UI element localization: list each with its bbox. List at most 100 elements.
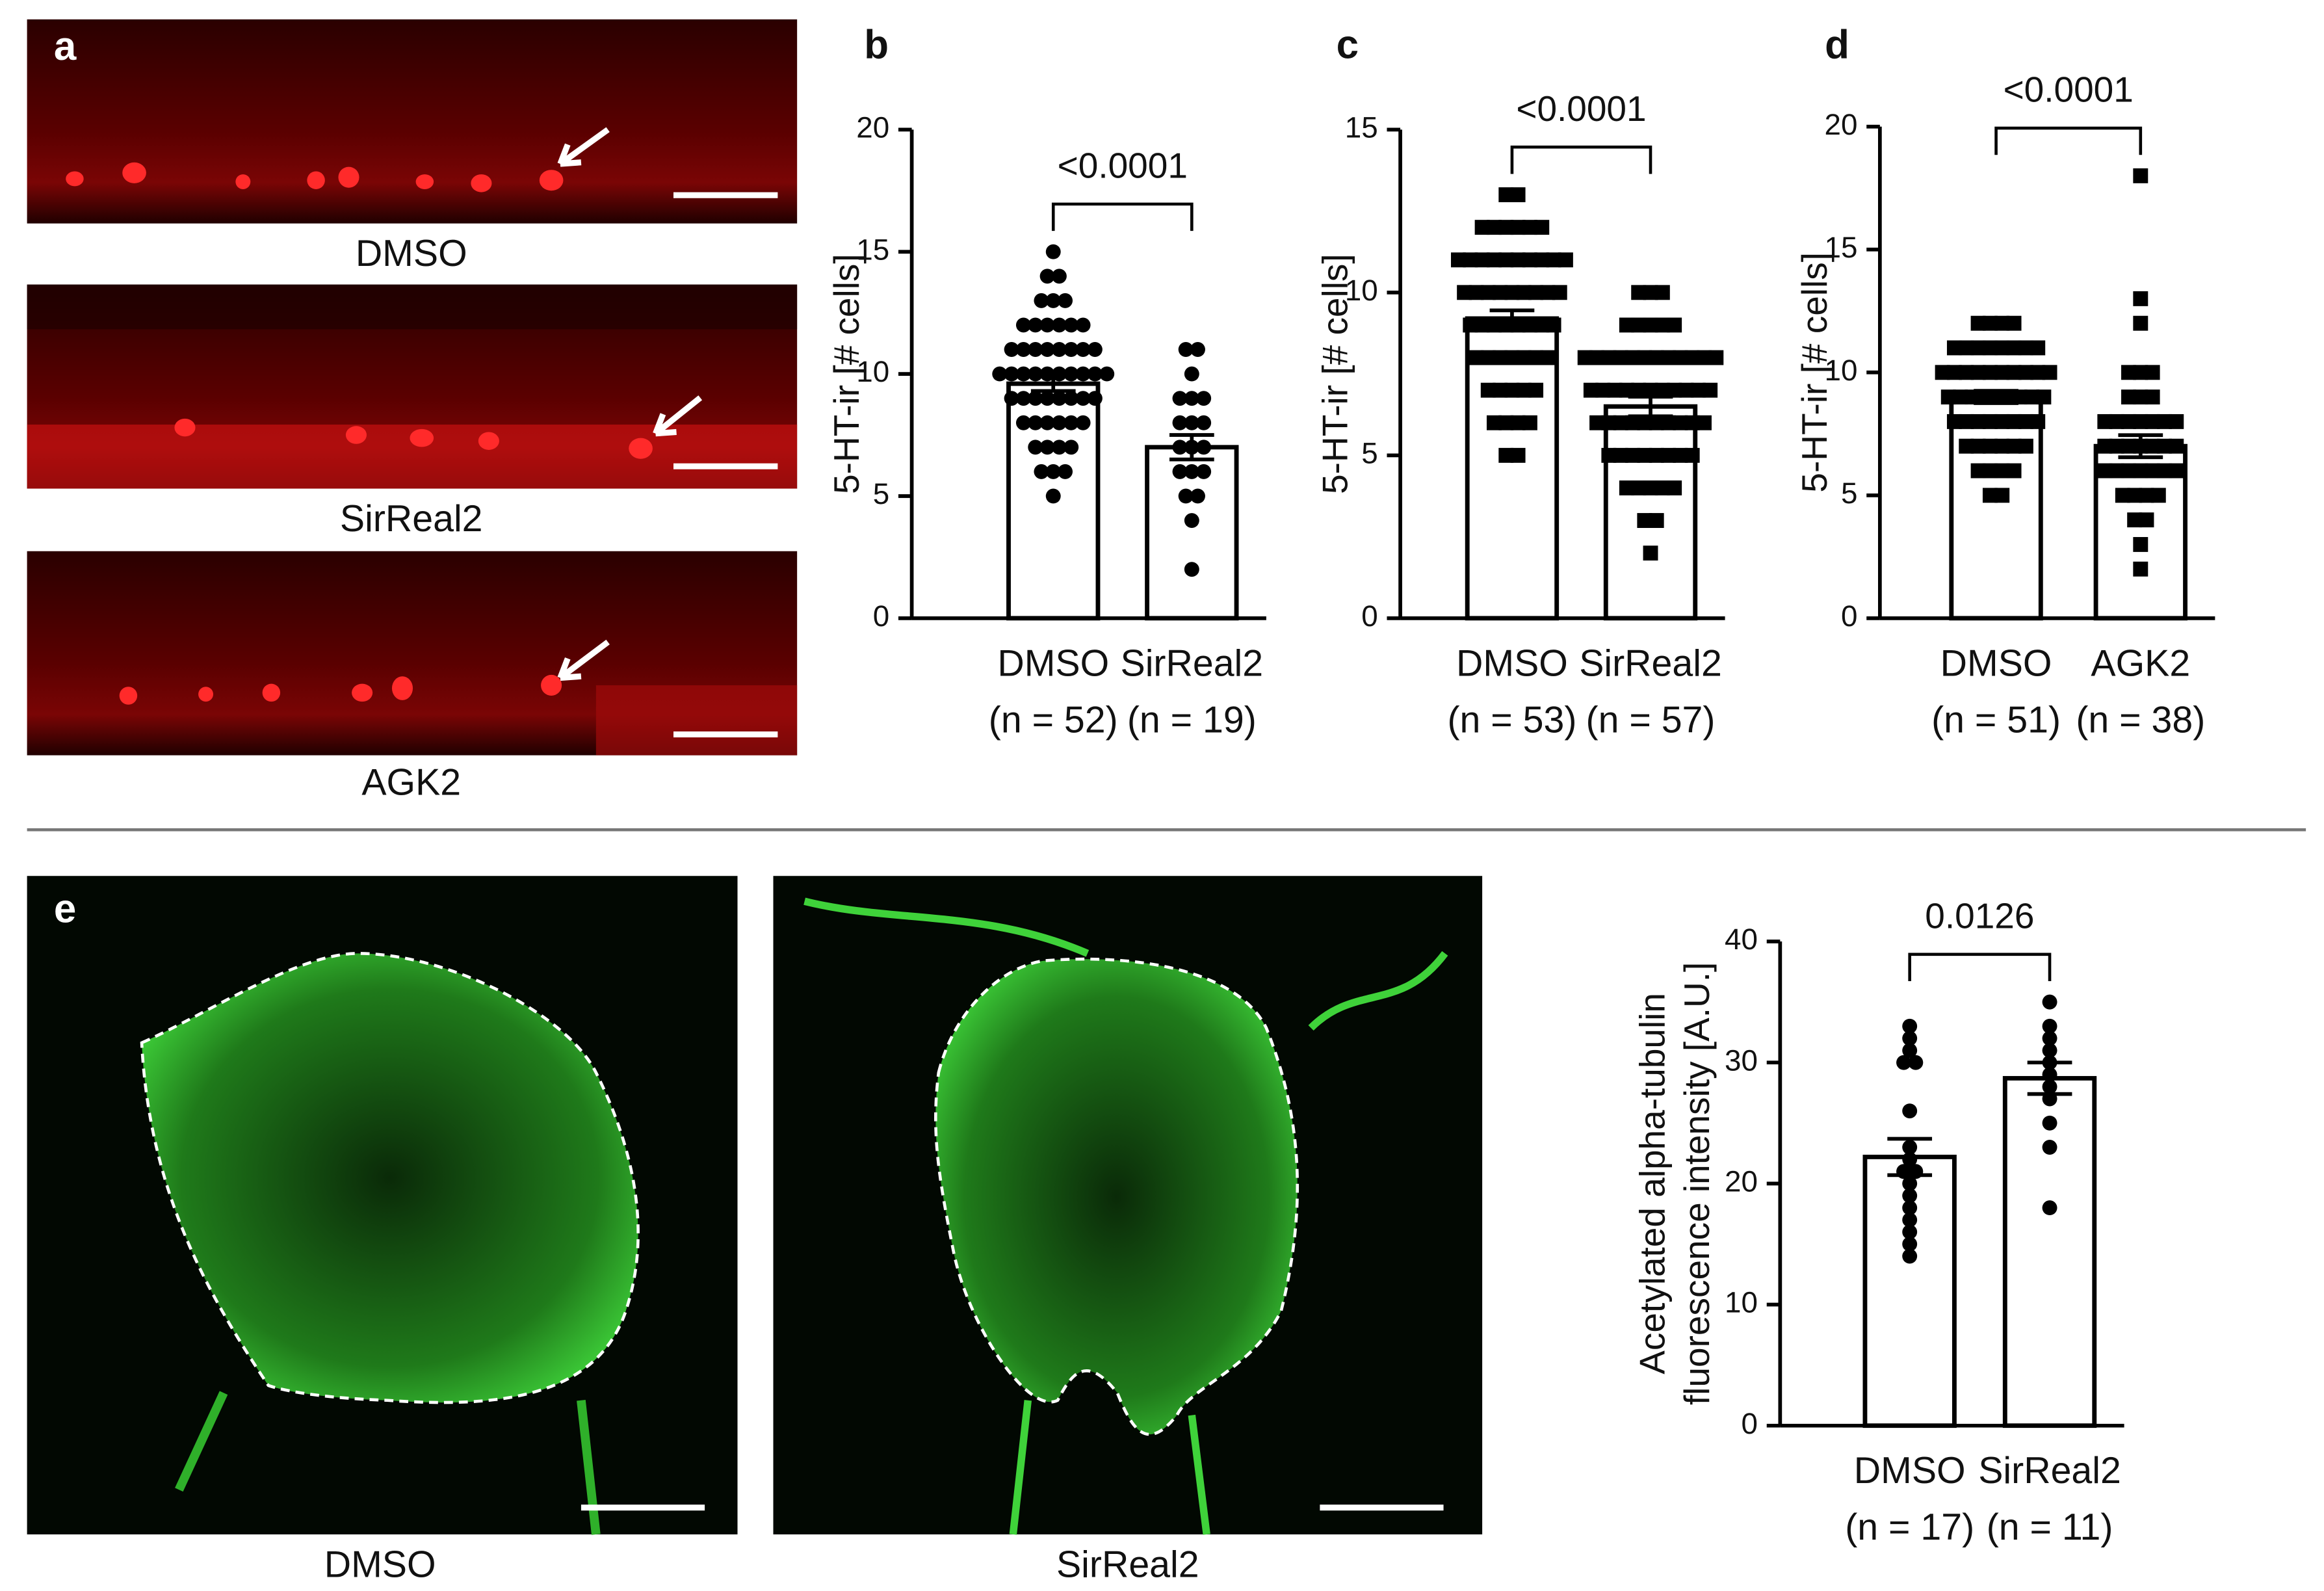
point xyxy=(1697,415,1712,430)
point xyxy=(1498,220,1514,235)
point xyxy=(1064,391,1079,406)
point xyxy=(1935,365,1950,380)
point xyxy=(1522,220,1537,235)
point xyxy=(1075,415,1091,430)
point xyxy=(1946,340,1962,356)
point xyxy=(1196,391,1212,406)
point xyxy=(1087,342,1103,357)
point xyxy=(1637,415,1652,430)
point xyxy=(1970,340,1986,356)
point xyxy=(1450,252,1466,268)
y-tick-label: 10 xyxy=(1725,1286,1758,1319)
point xyxy=(2042,365,2057,380)
point xyxy=(2133,536,2148,552)
y-axis-label: 5-HT-ir [# cells] xyxy=(1794,252,1834,493)
significance-bracket xyxy=(1051,202,1194,231)
point xyxy=(1965,389,1980,405)
point xyxy=(1045,244,1061,259)
point xyxy=(2127,488,2143,503)
point xyxy=(1498,415,1514,430)
point xyxy=(1075,317,1091,333)
point xyxy=(2006,463,2022,479)
point xyxy=(1075,342,1091,357)
point xyxy=(2121,389,2136,405)
panel-letter: c xyxy=(1337,23,1359,68)
point xyxy=(1510,447,1526,463)
point xyxy=(1654,480,1670,495)
point xyxy=(1982,488,1998,503)
image-label: DMSO xyxy=(324,1544,436,1585)
point xyxy=(1184,391,1199,406)
point xyxy=(2150,488,2166,503)
point xyxy=(1522,252,1537,268)
point xyxy=(2042,1031,2057,1046)
point xyxy=(1039,391,1055,406)
point xyxy=(2006,340,2022,356)
significance-bracket xyxy=(1994,126,2143,155)
point xyxy=(1474,252,1490,268)
point xyxy=(1457,285,1472,300)
point xyxy=(2133,291,2148,306)
point xyxy=(2006,414,2022,429)
point xyxy=(1667,317,1682,333)
point xyxy=(1064,342,1079,357)
point xyxy=(1649,513,1664,529)
y-axis-label: 5-HT-ir [# cells] xyxy=(826,254,867,494)
point xyxy=(1463,317,1478,333)
p-value: <0.0001 xyxy=(2004,70,2134,110)
point xyxy=(1946,365,1962,380)
point xyxy=(1510,187,1526,202)
point xyxy=(1087,391,1103,406)
point xyxy=(1039,415,1055,430)
point xyxy=(1064,415,1079,430)
x-tick-label: SirReal2 xyxy=(1978,1450,2121,1492)
point xyxy=(1510,252,1526,268)
point xyxy=(2121,463,2136,479)
point xyxy=(1196,440,1212,455)
point xyxy=(1469,350,1484,365)
y-tick-label: 10 xyxy=(1345,274,1378,307)
point xyxy=(1902,1043,1918,1058)
point xyxy=(1902,1103,1918,1119)
point xyxy=(1039,440,1055,455)
point xyxy=(1589,350,1604,365)
point xyxy=(2042,1115,2057,1131)
y-tick-label: 30 xyxy=(1725,1044,1758,1077)
point xyxy=(1045,464,1061,479)
point xyxy=(1486,415,1502,430)
point xyxy=(1631,382,1647,398)
point xyxy=(1970,315,1986,331)
point xyxy=(1064,317,1079,333)
y-tick-label: 5 xyxy=(1841,477,1857,510)
point xyxy=(1190,488,1205,504)
panel-letter: e xyxy=(54,887,76,932)
point xyxy=(1994,438,2010,454)
point xyxy=(1982,340,1998,356)
point xyxy=(2145,463,2160,479)
point xyxy=(2018,438,2033,454)
point xyxy=(1516,350,1532,365)
sample-size: (n = 53) xyxy=(1447,699,1576,741)
point xyxy=(1946,414,1962,429)
point xyxy=(1516,382,1532,398)
point xyxy=(2030,340,2046,356)
point xyxy=(1469,285,1484,300)
point xyxy=(2006,365,2022,380)
point xyxy=(1075,366,1091,382)
point xyxy=(1051,440,1067,455)
point xyxy=(1902,1018,1918,1034)
y-tick-label: 20 xyxy=(1825,108,1858,141)
p-value: 0.0126 xyxy=(1925,895,2034,936)
point xyxy=(1970,463,1986,479)
point xyxy=(1178,342,1194,357)
point xyxy=(1474,317,1490,333)
y-tick-label: 0 xyxy=(1841,599,1857,633)
point xyxy=(1982,414,1998,429)
point xyxy=(1184,464,1199,479)
point xyxy=(1970,414,1986,429)
point xyxy=(1703,382,1718,398)
point xyxy=(2115,488,2130,503)
point xyxy=(1643,317,1658,333)
point xyxy=(2133,414,2148,429)
